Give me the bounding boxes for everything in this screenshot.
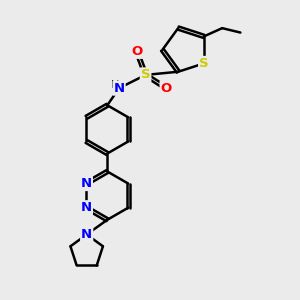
Text: S: S (199, 57, 209, 70)
Text: O: O (160, 82, 172, 95)
Text: O: O (131, 45, 142, 58)
Text: N: N (81, 201, 92, 214)
Text: S: S (141, 68, 150, 81)
Text: H: H (110, 80, 119, 90)
Text: N: N (81, 228, 92, 241)
Text: N: N (113, 82, 124, 95)
Text: N: N (81, 177, 92, 190)
